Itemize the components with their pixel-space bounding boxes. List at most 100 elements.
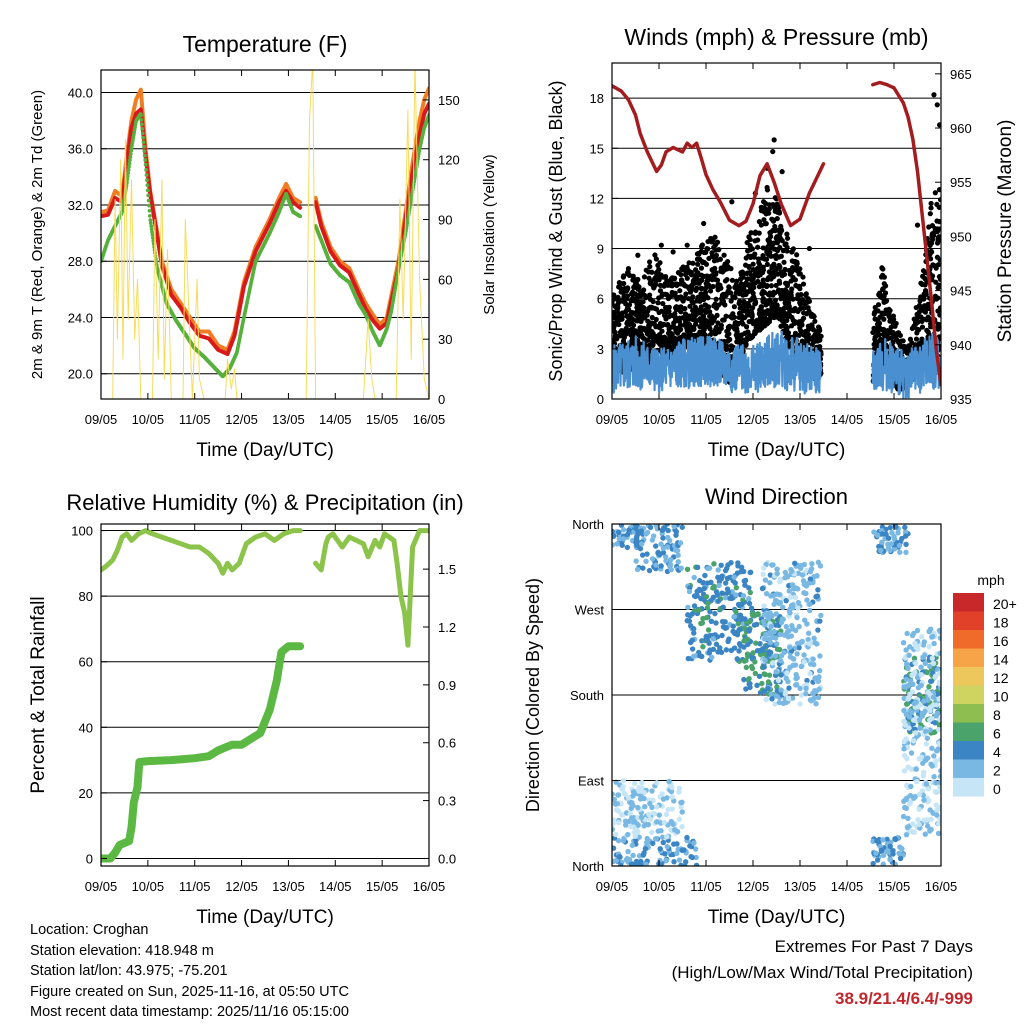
y-axis-label: Percent & Total Rainfall [28, 596, 49, 793]
gust-point [755, 237, 761, 243]
extremes-title: Extremes For Past 7 Days [774, 937, 973, 956]
gust-point [881, 281, 887, 287]
gust-point [713, 271, 719, 277]
legend-label: 4 [993, 744, 1001, 760]
dewpoint-point [148, 221, 153, 226]
gust-point [709, 253, 715, 260]
dewpoint-point [144, 167, 149, 172]
direction-point [624, 531, 631, 538]
direction-point [925, 689, 931, 696]
direction-point [785, 695, 792, 702]
x-axis-label: Time (Day/UTC) [196, 440, 334, 461]
direction-point [663, 558, 669, 564]
direction-point [743, 664, 750, 671]
gust-point [647, 296, 654, 302]
legend-swatch [953, 778, 984, 797]
gust-point [739, 319, 745, 325]
dewpoint-point [128, 151, 133, 156]
gust-point [808, 313, 814, 319]
direction-point [765, 679, 772, 685]
gust-point [887, 318, 893, 324]
direction-point [619, 812, 625, 818]
direction-point [658, 563, 664, 569]
direction-point [635, 804, 641, 811]
direction-point [815, 627, 821, 633]
x-tick-label: 14/05 [831, 879, 864, 894]
gust-point [700, 313, 707, 319]
gust-point [620, 298, 626, 304]
9m-t-line [313, 86, 429, 327]
x-tick-label: 14/05 [831, 412, 864, 427]
direction-point [773, 669, 779, 675]
direction-point [786, 685, 792, 691]
gust-point [729, 199, 735, 205]
gust-point [661, 274, 667, 280]
latlon-text: Station lat/lon: 43.975; -75.201 [30, 963, 228, 979]
direction-point [801, 659, 807, 665]
direction-point [708, 618, 715, 624]
direction-point [653, 543, 659, 549]
gust-point [880, 266, 886, 272]
gust-point [742, 315, 748, 321]
direction-point [741, 676, 747, 683]
direction-point [897, 855, 904, 862]
gust-point [756, 259, 762, 266]
gust-point [736, 314, 742, 321]
y2-tick-label: 955 [950, 175, 972, 190]
direction-point [808, 698, 814, 704]
gust-point [689, 282, 695, 288]
gust-point [802, 301, 808, 307]
direction-point [744, 651, 751, 657]
gust-point [777, 230, 783, 237]
gust-point [927, 256, 934, 262]
gust-point [745, 248, 751, 254]
extremes-block: Extremes For Past 7 Days (High/Low/Max W… [672, 934, 973, 1012]
direction-point [910, 689, 916, 695]
gust-point [783, 323, 789, 329]
gust-point [670, 249, 676, 255]
gust-point [620, 328, 626, 334]
gust-point [800, 281, 807, 287]
direction-point [789, 568, 795, 574]
direction-point [812, 640, 818, 646]
dewpoint-point [145, 183, 150, 188]
direction-point [746, 675, 752, 682]
direction-point [740, 593, 747, 599]
gust-point [638, 313, 644, 319]
direction-point [718, 562, 724, 568]
gust-point [767, 290, 773, 296]
x-tick-label: 10/05 [132, 879, 165, 894]
y-tick-label: 15 [590, 141, 604, 156]
station-pressure-line [612, 84, 826, 228]
gust-point [744, 270, 750, 277]
gust-point [922, 276, 928, 282]
gust-point [927, 211, 933, 217]
gust-point [736, 300, 742, 307]
direction-point [753, 640, 759, 646]
direction-point [624, 544, 631, 551]
gust-point [785, 300, 792, 306]
x-tick-label: 16/05 [413, 879, 446, 894]
direction-point [903, 796, 909, 802]
legend-swatch [953, 648, 984, 667]
gust-point [637, 325, 644, 331]
direction-point [927, 828, 933, 834]
direction-point [677, 540, 684, 546]
direction-point [682, 859, 689, 865]
gust-point [743, 262, 749, 268]
y2-tick-label: 0 [438, 392, 445, 407]
x-tick-label: 09/05 [596, 879, 629, 894]
gust-point [612, 311, 617, 317]
gust-point [732, 322, 738, 328]
direction-point [618, 524, 625, 528]
y2-axis-label: Station Pressure (Maroon) [995, 120, 1016, 343]
gust-point [650, 334, 656, 340]
gust-point [715, 287, 721, 293]
gust-point [919, 324, 926, 330]
direction-point [659, 791, 665, 797]
gust-point [776, 209, 782, 215]
gust-point [804, 311, 810, 317]
direction-point [786, 607, 793, 613]
y-tick-label: 18 [590, 91, 604, 106]
